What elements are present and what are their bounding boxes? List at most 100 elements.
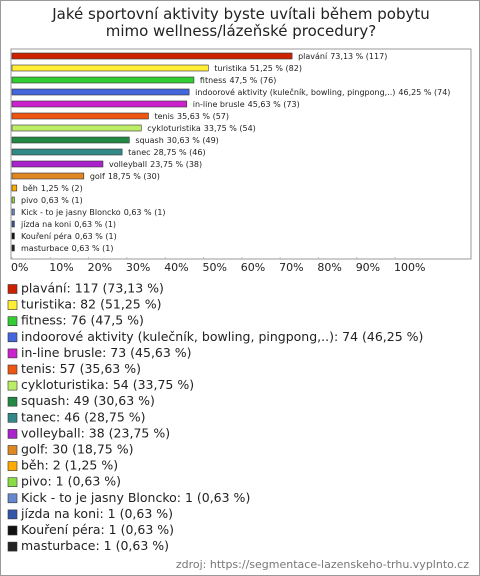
bar-value-label: 28,75 % (46) [154,148,206,157]
legend-label: in-line brusle: 73 (45,63 %) [21,345,192,360]
legend-label: tanec: 46 (28,75 %) [21,409,146,424]
bar [11,208,15,216]
bar-category: tenis [154,112,174,121]
bar-label: Kick - to je jasny Bloncko 0,63 % (1) [21,208,166,217]
bar [11,64,209,72]
bar-value-label: 0,63 % (1) [124,208,166,217]
legend-label: fitness: 76 (47,5 %) [21,313,144,328]
legend-swatch [7,429,18,439]
legend-label: jízda na koni: 1 (0,63 %) [20,506,173,521]
legend-swatch [7,461,18,471]
plot-frame [10,48,472,260]
bar-label: běh 1,25 % (2) [23,184,83,193]
legend-swatch [7,445,18,455]
bar [11,172,85,180]
bar-value-label: 73,13 % (117) [330,52,387,61]
legend-swatch [7,541,18,552]
bar [11,100,188,108]
bar-category: in-line brusle [193,100,245,109]
x-tick-label: 90% [356,261,380,274]
legend-swatch [7,332,18,343]
x-tick-label: 30% [126,261,150,274]
x-tick-label: 100% [394,261,425,274]
legend-swatch [7,284,18,294]
bar [11,196,15,204]
legend-label: tenis: 57 (35,63 %) [21,361,141,376]
bar-category: běh [23,184,38,193]
chart-title: Jaké sportovní aktivity byste uvítali bě… [52,5,430,40]
legend-label: indoorové aktivity (kulečník, bowling, p… [21,329,423,344]
bar-category: Kick - to je jasny Bloncko [21,208,121,217]
bar [11,184,18,192]
bar-category: tanec [128,148,150,157]
bar-value-label: 0,63 % (1) [72,244,114,253]
bar-category: plavání [298,52,328,61]
x-tick-label: 60% [241,261,265,274]
x-tick-label: 80% [317,261,341,274]
bar-category: squash [135,136,163,145]
bar-label: golf 18,75 % (30) [90,172,160,181]
legend-label: pivo: 1 (0,63 %) [21,474,121,489]
bar-value-label: 35,63 % (57) [177,112,229,121]
bar [11,124,142,132]
bar-value-label: 0,63 % (1) [75,232,117,241]
bar-label: turistika 51,25 % (82) [214,64,302,73]
source: zdroj: https://segmentace-lazenskeho-trh… [176,558,469,571]
bar-value-label: 33,75 % (54) [204,124,256,133]
bar [11,244,15,252]
x-tick-label: 20% [88,261,112,274]
bar-value-label: 1,25 % (2) [41,184,83,193]
bar-label: masturbace 0,63 % (1) [21,244,114,253]
legend-swatch [7,364,18,375]
legend-label: běh: 2 (1,25 %) [21,458,118,473]
legend-swatch [7,316,18,327]
bar-label: tenis 35,63 % (57) [154,112,229,121]
bar [11,220,15,228]
bar-category: masturbace [21,244,69,253]
bar [11,76,195,84]
bar-label: in-line brusle 45,63 % (73) [193,100,300,109]
legend-label: Kick - to je jasny Bloncko: 1 (0,63 %) [21,490,250,505]
bar-label: plavání 73,13 % (117) [298,52,387,61]
legend-swatch [7,509,18,520]
bar-category: pivo [21,196,38,205]
bar-category: golf [90,172,105,181]
legend-swatch [7,300,18,310]
legend-swatch [7,380,18,391]
bar-label: squash 30,63 % (49) [135,136,218,145]
legend-label: cykloturistika: 54 (33,75 %) [21,377,194,392]
legend-swatch [7,493,18,504]
bar-value-label: 18,75 % (30) [108,172,160,181]
legend-label: volleyball: 38 (23,75 %) [21,425,170,440]
bar-label: fitness 47,5 % (76) [200,76,276,85]
legend-swatch [7,525,18,536]
bar-label: volleyball 23,75 % (38) [109,160,202,169]
legend-label: plavání: 117 (73,13 %) [21,281,164,296]
legend-label: turistika: 82 (51,25 %) [21,297,161,312]
bar-value-label: 30,63 % (49) [167,136,219,145]
bar-value-label: 45,63 % (73) [248,100,300,109]
x-tick-label: 40% [164,261,188,274]
legend-label: Kouření péra: 1 (0,63 %) [21,522,174,537]
bar-category: volleyball [109,160,147,169]
legend-swatch [7,412,18,423]
bar-category: turistika [214,64,247,73]
bar-label: pivo 0,63 % (1) [21,196,83,205]
legend-label: squash: 49 (30,63 %) [21,393,155,408]
legend-swatch [7,348,18,359]
bar [11,160,104,168]
bar [11,52,293,60]
bar [11,112,149,120]
bar-label: Kouření péra 0,63 % (1) [21,231,117,241]
x-tick-label: 50% [203,261,227,274]
legend-swatch [7,477,18,488]
bar [11,232,15,240]
bar-value-label: 0,63 % (1) [41,196,83,205]
bar-label: indoorové aktivity (kulečník, bowling, p… [195,87,450,97]
bar-category: cykloturistika [147,124,201,133]
x-tick-label: 10% [49,261,73,274]
bar-category: jízda na koni [20,220,71,229]
legend-label: golf: 30 (18,75 %) [21,442,133,457]
